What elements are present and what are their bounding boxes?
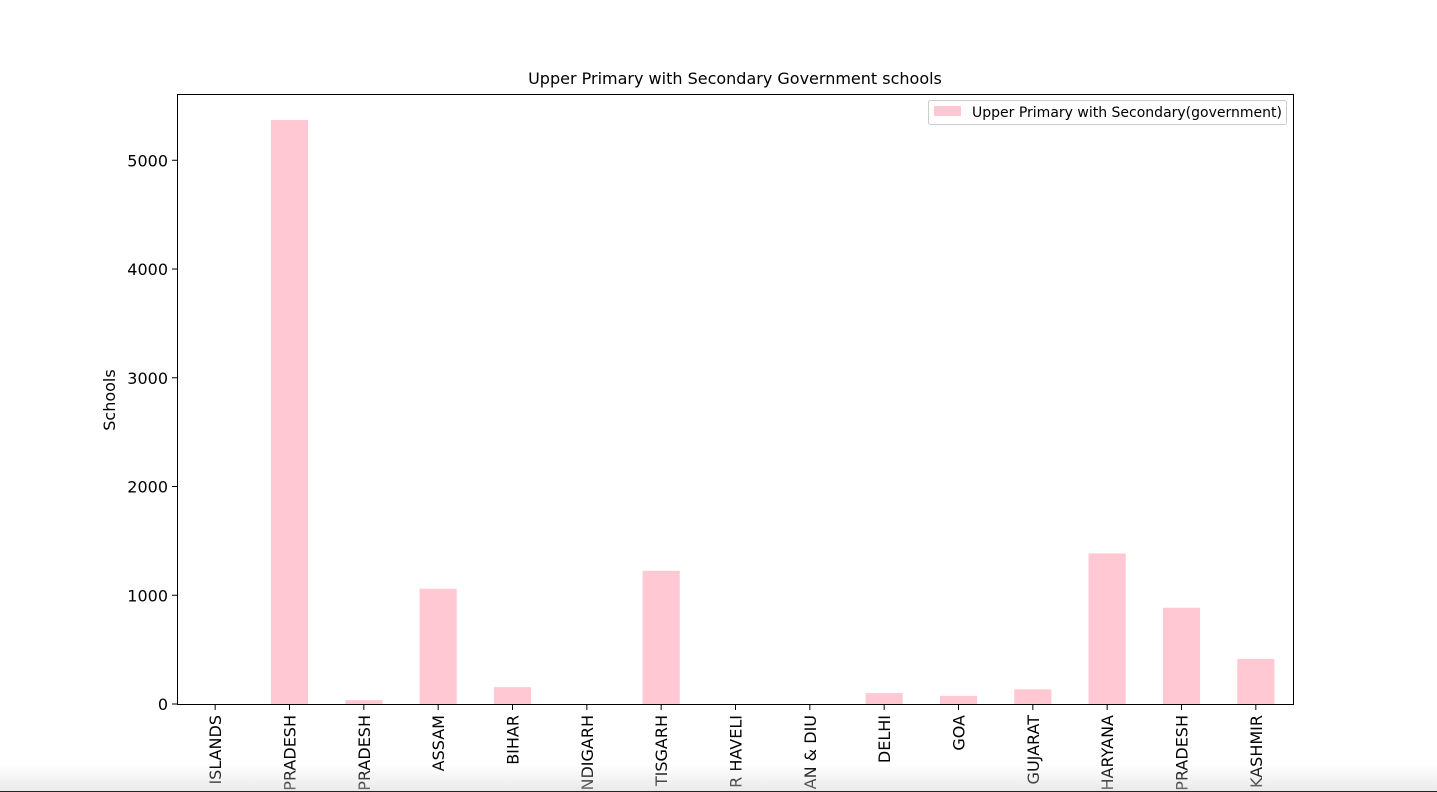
x-tick-label: TISGARH [652, 715, 671, 787]
bar [865, 693, 903, 705]
chart-title: Upper Primary with Secondary Government … [528, 69, 942, 88]
bar [642, 570, 680, 704]
y-tick-label: 1000 [127, 586, 168, 605]
x-tick-label: BIHAR [504, 715, 523, 765]
x-tick-label: GUJARAT [1024, 715, 1043, 785]
bar [1014, 689, 1052, 704]
y-axis-ticks: 0 1000 2000 3000 4000 5000 [127, 151, 178, 714]
x-tick-label: ISLANDS [206, 715, 225, 785]
plot-area-frame [177, 94, 1294, 705]
bar [1162, 607, 1201, 704]
bar [419, 588, 457, 704]
x-tick-label: KASHMIR [1247, 715, 1266, 788]
legend-box [928, 100, 1287, 125]
y-tick-label: 5000 [127, 151, 168, 170]
x-tick-label: PRADESH [1173, 715, 1192, 791]
x-axis-ticks: ISLANDS PRADESH PRADESH ASSAM BIHAR NDIGARH TI… [206, 704, 1266, 791]
x-tick-label: R HAVELI [727, 715, 746, 788]
bars-group [270, 120, 1275, 705]
y-tick-label: 2000 [127, 478, 168, 497]
bar [939, 695, 978, 704]
x-tick-label: HARYANA [1098, 715, 1117, 791]
x-tick-label: PRADESH [281, 715, 300, 791]
legend-swatch [934, 106, 961, 116]
bar [270, 120, 309, 704]
legend-label: Upper Primary with Secondary(government) [972, 105, 1282, 121]
bar [493, 687, 532, 704]
bar [1237, 658, 1275, 704]
y-axis-label: Schools [100, 369, 119, 430]
x-tick-label: ASSAM [429, 715, 448, 771]
legend: Upper Primary with Secondary(government) [928, 100, 1287, 125]
bar [345, 700, 383, 704]
y-tick-label: 3000 [127, 369, 168, 388]
x-tick-label: NDIGARH [578, 715, 597, 791]
y-tick-label: 4000 [127, 260, 168, 279]
bar [1088, 553, 1126, 704]
x-tick-label: AN & DIU [801, 715, 820, 789]
y-tick-label: 0 [158, 695, 168, 714]
x-tick-label: PRADESH [355, 715, 374, 791]
x-tick-label: DELHI [875, 715, 894, 763]
x-tick-label: GOA [950, 715, 969, 751]
